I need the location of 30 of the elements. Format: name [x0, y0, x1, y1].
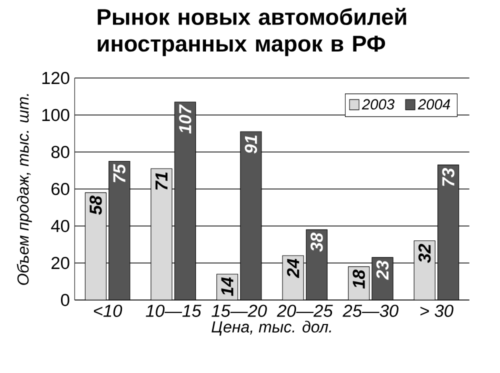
- x-axis-title: Цена, тыс. дол.: [212, 320, 331, 336]
- data-label: 75: [113, 164, 126, 182]
- legend-label: 2004: [418, 99, 450, 110]
- data-label: 23: [376, 260, 389, 280]
- y-tick-label: 100: [42, 108, 70, 122]
- data-label: 73: [442, 168, 454, 186]
- chart-title: Рынок новых автомобилей иностранных марок в РФ: [98, 8, 406, 56]
- y-axis-title: Объем продаж, тыс. шт.: [16, 94, 32, 285]
- data-label: 14: [221, 277, 234, 296]
- data-label: 107: [179, 104, 192, 134]
- x-tick-label: 20—25: [276, 304, 333, 317]
- data-label: 71: [156, 172, 168, 190]
- data-label: 18: [352, 270, 365, 289]
- data-label: 24: [286, 258, 300, 278]
- y-tick-label: 40: [51, 220, 70, 232]
- y-tick-label: 120: [42, 72, 70, 84]
- x-tick-label: > 30: [420, 304, 454, 317]
- y-tick-label: 20: [52, 256, 70, 270]
- data-label: 58: [90, 196, 102, 215]
- y-tick-label: 60: [52, 182, 70, 196]
- x-tick-label: 25—30: [342, 304, 398, 317]
- data-label: 38: [310, 232, 323, 252]
- x-tick-label: 15—20: [212, 304, 267, 317]
- data-label: 91: [244, 135, 258, 154]
- y-tick-label: 80: [51, 146, 70, 158]
- y-tick-label: 0: [60, 294, 70, 306]
- x-tick-label: 10—15: [146, 304, 202, 317]
- x-tick-label: <10: [94, 304, 122, 317]
- legend-label: 2003: [362, 99, 394, 110]
- data-label: 32: [418, 244, 431, 263]
